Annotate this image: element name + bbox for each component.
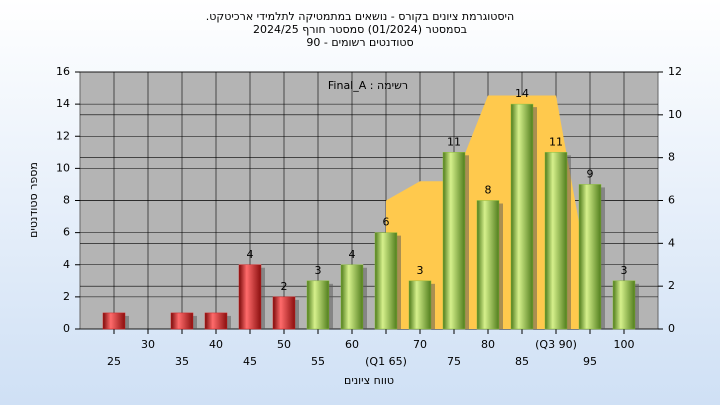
data-label: 6 bbox=[383, 216, 390, 229]
bar-side bbox=[295, 299, 299, 329]
bar bbox=[510, 103, 534, 330]
bar bbox=[306, 280, 330, 330]
y-tick-label: 12 bbox=[56, 129, 70, 142]
y-tick-label: 2 bbox=[63, 290, 70, 303]
bar bbox=[170, 312, 194, 330]
bar bbox=[102, 312, 126, 330]
bar-side bbox=[499, 203, 503, 329]
data-label: 4 bbox=[349, 248, 356, 261]
data-label: 11 bbox=[549, 135, 563, 148]
data-label: 11 bbox=[447, 135, 461, 148]
bar bbox=[272, 296, 296, 330]
bar bbox=[408, 280, 432, 330]
y2-tick-label: 8 bbox=[668, 151, 675, 164]
x-tick-label: (Q1 65) bbox=[365, 355, 407, 368]
annotation: רשימה : Final_A bbox=[328, 79, 408, 92]
x-axis-label: טווח ציונים bbox=[344, 374, 394, 387]
y-tick-label: 10 bbox=[56, 161, 70, 174]
y2-tick-label: 2 bbox=[668, 279, 675, 292]
data-label: 8 bbox=[485, 184, 492, 197]
y-tick-label: 0 bbox=[63, 322, 70, 335]
bar bbox=[340, 264, 364, 330]
bar bbox=[544, 152, 568, 330]
data-label: 9 bbox=[587, 167, 594, 180]
bar bbox=[612, 280, 636, 330]
data-label: 3 bbox=[621, 264, 628, 277]
y-tick-label: 16 bbox=[56, 65, 70, 78]
bar-side bbox=[363, 267, 367, 329]
data-label: 14 bbox=[515, 87, 529, 100]
bar bbox=[476, 200, 500, 330]
bar-side bbox=[601, 187, 605, 329]
x-tick-label: 35 bbox=[175, 355, 189, 368]
x-tick-label: 40 bbox=[209, 338, 223, 351]
bar bbox=[238, 264, 262, 330]
x-tick-label: 75 bbox=[447, 355, 461, 368]
bar bbox=[204, 312, 228, 330]
bar-side bbox=[125, 315, 129, 329]
y-tick-label: 6 bbox=[63, 226, 70, 239]
subtitle: בסמסטר (01/2024) סמסטר חורף 2024/25 bbox=[253, 23, 467, 36]
bar-side bbox=[635, 283, 639, 329]
x-tick-label: 85 bbox=[515, 355, 529, 368]
y-tick-label: 14 bbox=[56, 97, 70, 110]
data-label: 2 bbox=[281, 280, 288, 293]
x-tick-label: 55 bbox=[311, 355, 325, 368]
x-tick-label: 25 bbox=[107, 355, 121, 368]
y2-tick-label: 10 bbox=[668, 108, 682, 121]
subtitle: סטודנטים רשומים - 90 bbox=[306, 36, 413, 49]
bar-side bbox=[431, 283, 435, 329]
data-label: 4 bbox=[247, 248, 254, 261]
bar bbox=[442, 152, 466, 330]
bar-side bbox=[567, 155, 571, 329]
bar-side bbox=[227, 315, 231, 329]
x-tick-label: 100 bbox=[614, 338, 635, 351]
x-tick-label: (Q3 90) bbox=[535, 338, 577, 351]
x-tick-label: 70 bbox=[413, 338, 427, 351]
x-tick-label: 80 bbox=[481, 338, 495, 351]
chart-title: היסטוגרמת ציונים בקורס - נושאים במתמטיקה… bbox=[206, 10, 514, 23]
bar-side bbox=[533, 107, 537, 329]
x-tick-label: 50 bbox=[277, 338, 291, 351]
y2-tick-label: 12 bbox=[668, 65, 682, 78]
label-layer: 0 2 4 6 8 10 12 14 16 0 2 4 6 8 10 12 25 30 35 40 45 50 55 60 (Q… bbox=[56, 65, 682, 368]
y2-tick-label: 4 bbox=[668, 236, 675, 249]
y2-tick-label: 6 bbox=[668, 194, 675, 207]
bar-side bbox=[329, 283, 333, 329]
y-tick-label: 4 bbox=[63, 258, 70, 271]
x-tick-label: 95 bbox=[583, 355, 597, 368]
data-label: 3 bbox=[315, 264, 322, 277]
bar-side bbox=[465, 155, 469, 329]
bar bbox=[578, 184, 602, 330]
data-label: 3 bbox=[417, 264, 424, 277]
bar-layer bbox=[102, 103, 639, 330]
bar-side bbox=[261, 267, 265, 329]
x-tick-label: 60 bbox=[345, 338, 359, 351]
x-tick-label: 45 bbox=[243, 355, 257, 368]
y2-tick-label: 0 bbox=[668, 322, 675, 335]
x-tick-label: 30 bbox=[141, 338, 155, 351]
bar-side bbox=[193, 315, 197, 329]
bar bbox=[374, 232, 398, 330]
y-axis-label: מספר סטודנטים bbox=[27, 162, 40, 238]
bar-side bbox=[397, 235, 401, 329]
y-tick-label: 8 bbox=[63, 194, 70, 207]
